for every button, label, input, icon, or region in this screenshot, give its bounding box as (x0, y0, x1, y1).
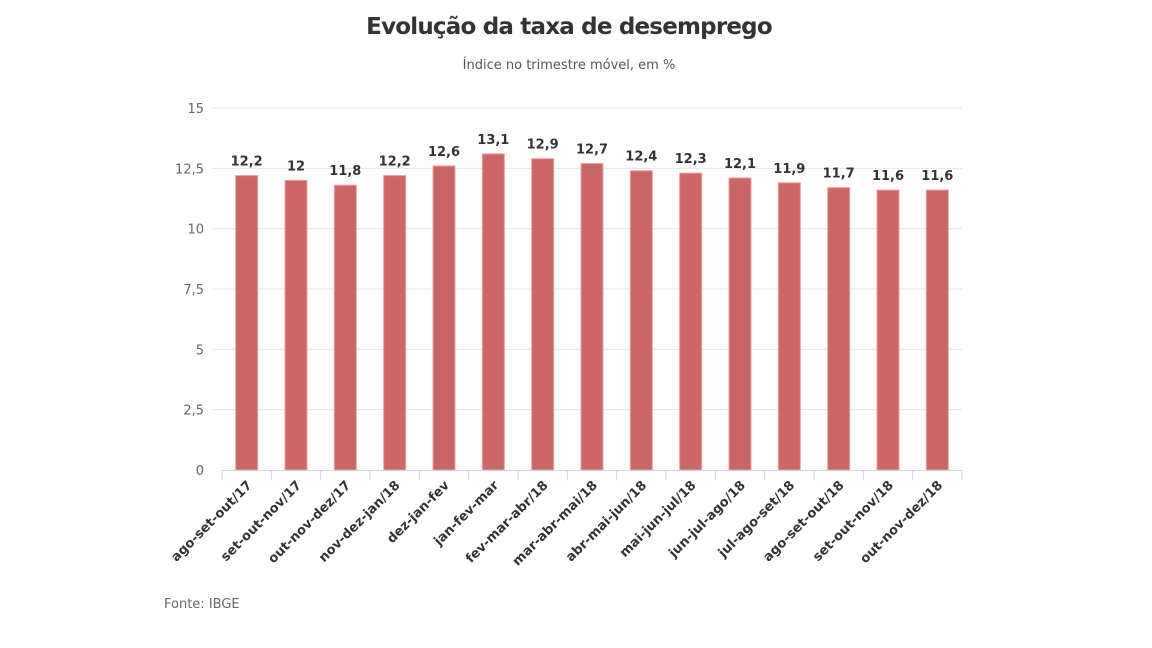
bar (383, 175, 407, 471)
y-tick-label: 10 (187, 223, 204, 238)
bar (777, 182, 801, 471)
bar (235, 175, 259, 471)
data-label: 13,1 (477, 133, 509, 148)
data-label: 12,3 (675, 152, 707, 167)
data-label: 12,7 (576, 143, 608, 158)
bar (629, 170, 653, 471)
bar (827, 187, 851, 471)
y-tick-label: 12,5 (175, 162, 204, 177)
bar (728, 177, 752, 471)
data-label: 12,6 (428, 145, 460, 160)
y-tick-label: 2,5 (183, 404, 204, 419)
bar (925, 189, 949, 471)
bar (580, 163, 604, 471)
data-label: 11,9 (773, 162, 805, 177)
y-tick-label: 5 (196, 343, 204, 358)
chart-subtitle: Índice no trimestre móvel, em % (462, 58, 676, 73)
bar (679, 172, 703, 471)
bar (333, 184, 357, 471)
data-label: 12,2 (379, 155, 411, 170)
data-label: 11,6 (872, 169, 904, 184)
data-label: 11,6 (921, 169, 953, 184)
chart-title: Evolução da taxa de desemprego (366, 14, 772, 40)
data-label: 12,4 (625, 150, 657, 165)
x-tick-label: ago-set-out/17 (169, 478, 256, 565)
y-tick-label: 15 (187, 102, 204, 117)
x-tick-label: fev-mar-abr/18 (463, 478, 551, 566)
data-label: 11,7 (823, 167, 855, 182)
y-tick-label: 0 (196, 464, 204, 479)
x-tick-label: out-nov-dez/17 (265, 478, 354, 567)
bar (284, 179, 308, 471)
x-tick-label: mar-abr-mai/18 (510, 478, 601, 569)
bar (432, 165, 456, 471)
bar (876, 189, 900, 471)
bar (481, 153, 505, 471)
data-label: 12,1 (724, 157, 756, 172)
data-label: 12,2 (231, 155, 263, 170)
y-tick-label: 7,5 (183, 283, 204, 298)
data-label: 12 (287, 159, 305, 174)
source-note: Fonte: IBGE (164, 597, 240, 612)
data-label: 12,9 (527, 138, 559, 153)
bar (531, 158, 555, 471)
x-tick-label: out-nov-dez/18 (857, 478, 946, 567)
data-label: 11,8 (329, 164, 361, 179)
